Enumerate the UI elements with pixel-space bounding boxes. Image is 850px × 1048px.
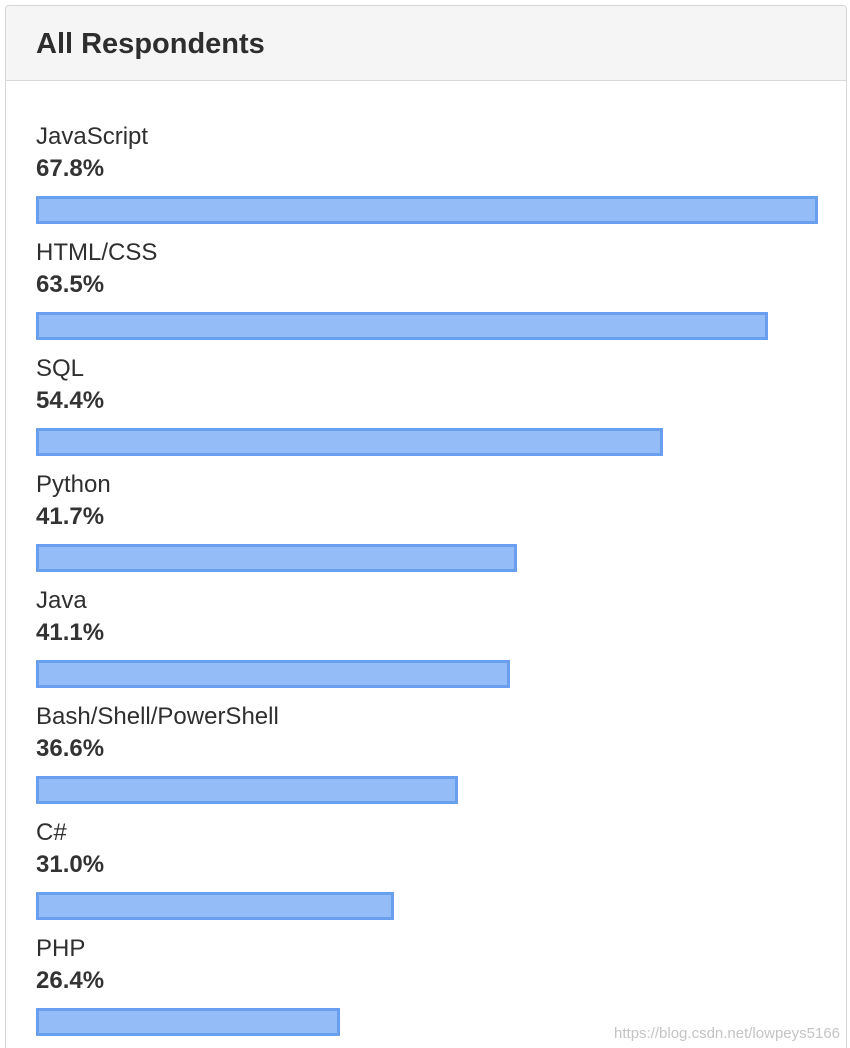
bar-category-label: C# <box>36 819 67 846</box>
bar <box>36 660 510 688</box>
bar-track <box>36 660 822 688</box>
watermark: https://blog.csdn.net/lowpeys5166 <box>614 1025 840 1042</box>
bar-category-label: Bash/Shell/PowerShell <box>36 703 279 730</box>
bar <box>36 428 663 456</box>
bar-row: C# 31.0% <box>36 817 822 933</box>
bar-category-label: Python <box>36 471 111 498</box>
bar <box>36 892 394 920</box>
bar-category-label: HTML/CSS <box>36 239 158 266</box>
bar-category-label: SQL <box>36 355 85 382</box>
bar <box>36 312 768 340</box>
bar-track <box>36 544 822 572</box>
bar-chart: JavaScript 67.8% HTML/CSS 63.5% SQL 54.4% Pyth… <box>36 121 822 1048</box>
bar-category-label: JavaScript <box>36 123 149 150</box>
bar-track <box>36 892 822 920</box>
chart-panel: All Respondents JavaScript 67.8% HTML/CSS 6… <box>5 5 847 1048</box>
bar <box>36 1008 340 1036</box>
bar-track <box>36 428 822 456</box>
bar-value-label: 67.8% <box>36 155 105 182</box>
bar-row: PHP 26.4% <box>36 933 822 1048</box>
bar-track <box>36 1008 822 1036</box>
bar-value-label: 41.7% <box>36 503 105 530</box>
panel-header: All Respondents <box>6 6 846 81</box>
bar-value-label: 41.1% <box>36 619 105 646</box>
bar <box>36 544 517 572</box>
bar-row: Java 41.1% <box>36 585 822 701</box>
bar-value-label: 63.5% <box>36 271 105 298</box>
bar-track <box>36 776 822 804</box>
bar-category-label: PHP <box>36 935 86 962</box>
bar-row: HTML/CSS 63.5% <box>36 237 822 353</box>
bar-value-label: 36.6% <box>36 735 105 762</box>
bar-value-label: 31.0% <box>36 851 105 878</box>
bar <box>36 776 458 804</box>
bar-row: Python 41.7% <box>36 469 822 585</box>
bar <box>36 196 818 224</box>
bar-category-label: Java <box>36 587 87 614</box>
bar-row: Bash/Shell/PowerShell 36.6% <box>36 701 822 817</box>
bar-row: JavaScript 67.8% <box>36 121 822 237</box>
bar-track <box>36 196 822 224</box>
bar-value-label: 26.4% <box>36 967 105 994</box>
bar-row: SQL 54.4% <box>36 353 822 469</box>
panel-title: All Respondents <box>36 27 265 60</box>
bar-value-label: 54.4% <box>36 387 105 414</box>
bar-track <box>36 312 822 340</box>
